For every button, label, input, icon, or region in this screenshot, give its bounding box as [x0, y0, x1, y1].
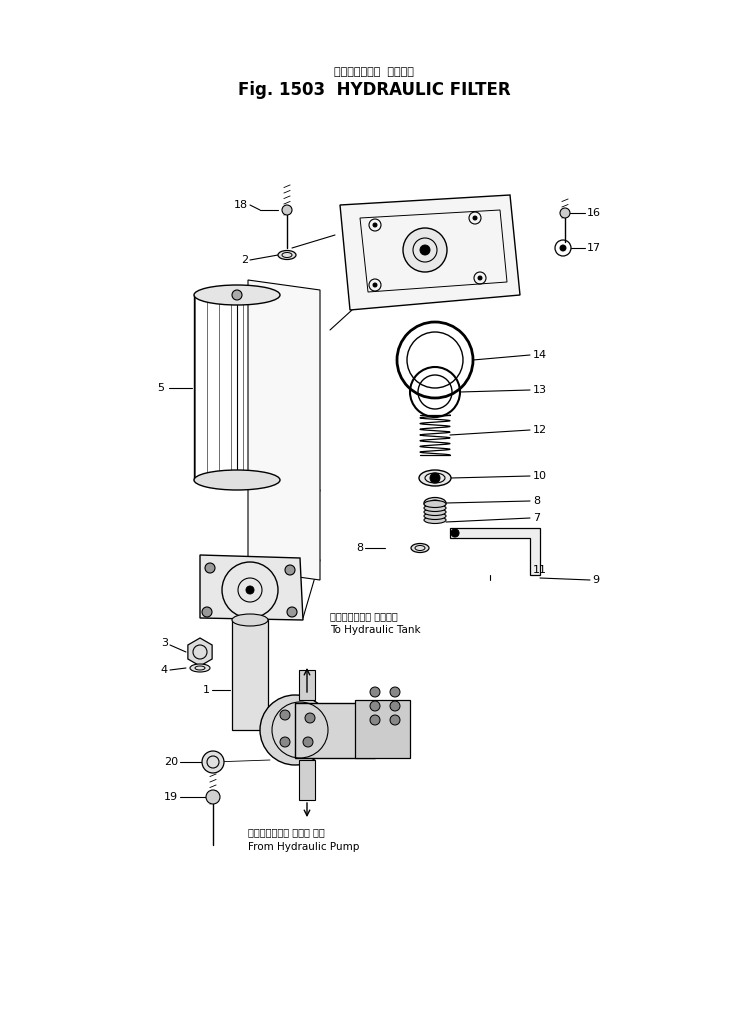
- Text: 8: 8: [356, 544, 363, 553]
- Ellipse shape: [424, 512, 446, 519]
- Text: ハイドロリック  フィルタ: ハイドロリック フィルタ: [334, 67, 414, 77]
- Text: 9: 9: [592, 575, 599, 585]
- Polygon shape: [188, 638, 212, 666]
- Text: 11: 11: [533, 565, 547, 575]
- Text: 18: 18: [234, 200, 248, 210]
- Bar: [299, 760, 315, 800]
- Circle shape: [282, 205, 292, 215]
- Circle shape: [206, 790, 220, 804]
- Bar: [295, 703, 375, 758]
- Text: 12: 12: [533, 425, 547, 435]
- Circle shape: [430, 473, 440, 483]
- Ellipse shape: [278, 250, 296, 260]
- Text: ハイドロリック タンクへ: ハイドロリック タンクへ: [330, 611, 398, 621]
- Circle shape: [305, 713, 315, 723]
- Ellipse shape: [424, 501, 446, 507]
- Ellipse shape: [190, 664, 210, 672]
- Text: From Hydraulic Pump: From Hydraulic Pump: [248, 842, 359, 852]
- Circle shape: [260, 695, 330, 765]
- Circle shape: [403, 228, 447, 272]
- Text: 7: 7: [533, 513, 540, 523]
- Polygon shape: [200, 555, 303, 620]
- Circle shape: [373, 223, 377, 227]
- Polygon shape: [340, 195, 520, 310]
- Circle shape: [246, 586, 254, 594]
- Ellipse shape: [194, 285, 280, 305]
- Polygon shape: [248, 280, 320, 580]
- Circle shape: [280, 710, 290, 720]
- Text: 14: 14: [533, 350, 547, 360]
- Circle shape: [285, 565, 295, 575]
- Circle shape: [232, 290, 242, 300]
- Circle shape: [451, 529, 459, 537]
- Bar: [232, 620, 268, 730]
- Circle shape: [202, 751, 224, 773]
- Ellipse shape: [424, 505, 446, 511]
- Text: 13: 13: [533, 385, 547, 395]
- Circle shape: [370, 687, 380, 697]
- Circle shape: [560, 208, 570, 218]
- Text: To Hydraulic Tank: To Hydraulic Tank: [330, 625, 420, 635]
- Text: 19: 19: [164, 792, 178, 802]
- Ellipse shape: [411, 544, 429, 553]
- Text: 15: 15: [301, 333, 315, 343]
- Text: 17: 17: [587, 243, 601, 254]
- Circle shape: [205, 563, 215, 573]
- Ellipse shape: [424, 498, 446, 508]
- Text: 16: 16: [587, 208, 601, 218]
- Circle shape: [370, 701, 380, 711]
- Bar: [355, 700, 410, 758]
- Circle shape: [303, 737, 313, 747]
- Circle shape: [373, 283, 377, 287]
- Text: 1: 1: [203, 685, 210, 695]
- Text: 10: 10: [533, 470, 547, 481]
- Ellipse shape: [419, 470, 451, 486]
- Bar: [299, 670, 315, 700]
- Ellipse shape: [232, 614, 268, 626]
- Circle shape: [560, 245, 566, 251]
- Circle shape: [390, 701, 400, 711]
- Text: 3: 3: [161, 638, 168, 648]
- Circle shape: [420, 245, 430, 255]
- Text: 8: 8: [533, 496, 540, 506]
- Ellipse shape: [424, 516, 446, 523]
- Circle shape: [370, 715, 380, 725]
- Text: Fig. 1503  HYDRAULIC FILTER: Fig. 1503 HYDRAULIC FILTER: [238, 81, 510, 99]
- Text: ハイドロリック ポンプ から: ハイドロリック ポンプ から: [248, 827, 325, 837]
- Ellipse shape: [194, 470, 280, 490]
- Text: 2: 2: [241, 255, 248, 265]
- Circle shape: [478, 276, 482, 280]
- Text: 5: 5: [157, 382, 164, 392]
- Ellipse shape: [424, 508, 446, 515]
- Text: 20: 20: [164, 757, 178, 767]
- Polygon shape: [450, 528, 540, 575]
- Circle shape: [390, 715, 400, 725]
- Circle shape: [473, 216, 477, 220]
- Circle shape: [390, 687, 400, 697]
- Circle shape: [202, 607, 212, 617]
- Circle shape: [280, 737, 290, 747]
- Circle shape: [287, 607, 297, 617]
- Text: 4: 4: [161, 665, 168, 675]
